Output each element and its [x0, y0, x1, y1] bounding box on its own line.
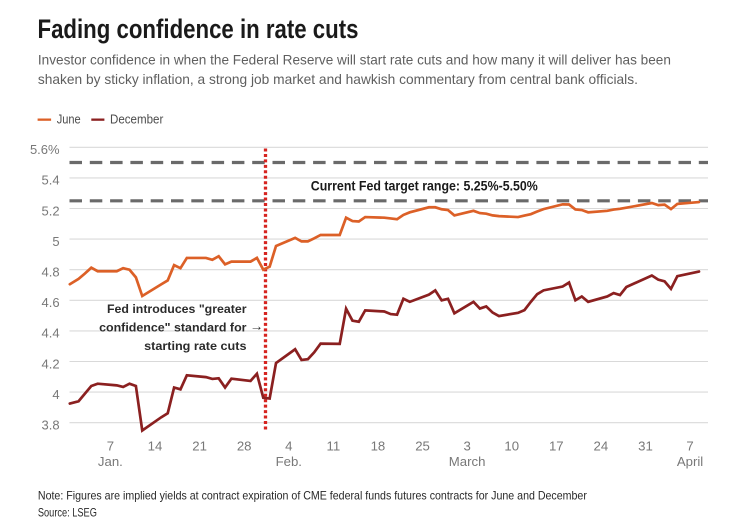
- svg-text:4: 4: [285, 439, 292, 454]
- svg-text:10: 10: [504, 439, 519, 454]
- svg-text:5.4: 5.4: [42, 173, 60, 188]
- svg-text:11: 11: [326, 439, 340, 454]
- svg-text:starting rate cuts: starting rate cuts: [144, 340, 247, 353]
- svg-text:Note: Figures are implied yiel: Note: Figures are implied yields at cont…: [38, 490, 587, 503]
- svg-text:→: →: [250, 318, 264, 333]
- svg-text:4: 4: [52, 387, 59, 402]
- svg-text:7: 7: [686, 439, 693, 454]
- svg-text:June: June: [57, 113, 81, 127]
- svg-text:4.8: 4.8: [42, 265, 60, 280]
- svg-text:April: April: [677, 454, 703, 469]
- svg-text:Fading confidence in rate cuts: Fading confidence in rate cuts: [38, 14, 359, 44]
- svg-text:December: December: [110, 113, 164, 127]
- svg-text:21: 21: [192, 439, 207, 454]
- svg-text:28: 28: [237, 439, 252, 454]
- svg-text:17: 17: [549, 439, 564, 454]
- svg-text:14: 14: [148, 439, 163, 454]
- svg-text:4.2: 4.2: [42, 356, 60, 371]
- svg-text:4.6: 4.6: [42, 295, 60, 310]
- svg-text:March: March: [449, 454, 486, 469]
- svg-text:shaken by sticky inflation, a: shaken by sticky inflation, a strong job…: [38, 71, 638, 87]
- svg-text:Investor confidence in when th: Investor confidence in when the Federal …: [38, 52, 671, 68]
- svg-text:Current Fed target range: 5.25: Current Fed target range: 5.25%-5.50%: [311, 179, 538, 194]
- svg-text:25: 25: [415, 439, 430, 454]
- svg-text:18: 18: [371, 439, 386, 454]
- svg-text:3: 3: [463, 439, 470, 454]
- svg-text:31: 31: [638, 439, 653, 454]
- svg-text:5.2: 5.2: [42, 203, 60, 218]
- svg-text:24: 24: [594, 439, 609, 454]
- svg-text:Fed introduces "greater: Fed introduces "greater: [107, 303, 247, 316]
- svg-text:confidence" standard for: confidence" standard for: [99, 322, 247, 335]
- svg-text:Feb.: Feb.: [276, 454, 302, 469]
- svg-text:7: 7: [107, 439, 114, 454]
- svg-text:Jan.: Jan.: [98, 454, 123, 469]
- svg-text:5: 5: [52, 234, 59, 249]
- svg-text:5.6%: 5.6%: [30, 142, 60, 157]
- svg-text:4.4: 4.4: [42, 326, 60, 341]
- svg-text:3.8: 3.8: [42, 418, 60, 433]
- svg-text:Source: LSEG: Source: LSEG: [38, 506, 97, 519]
